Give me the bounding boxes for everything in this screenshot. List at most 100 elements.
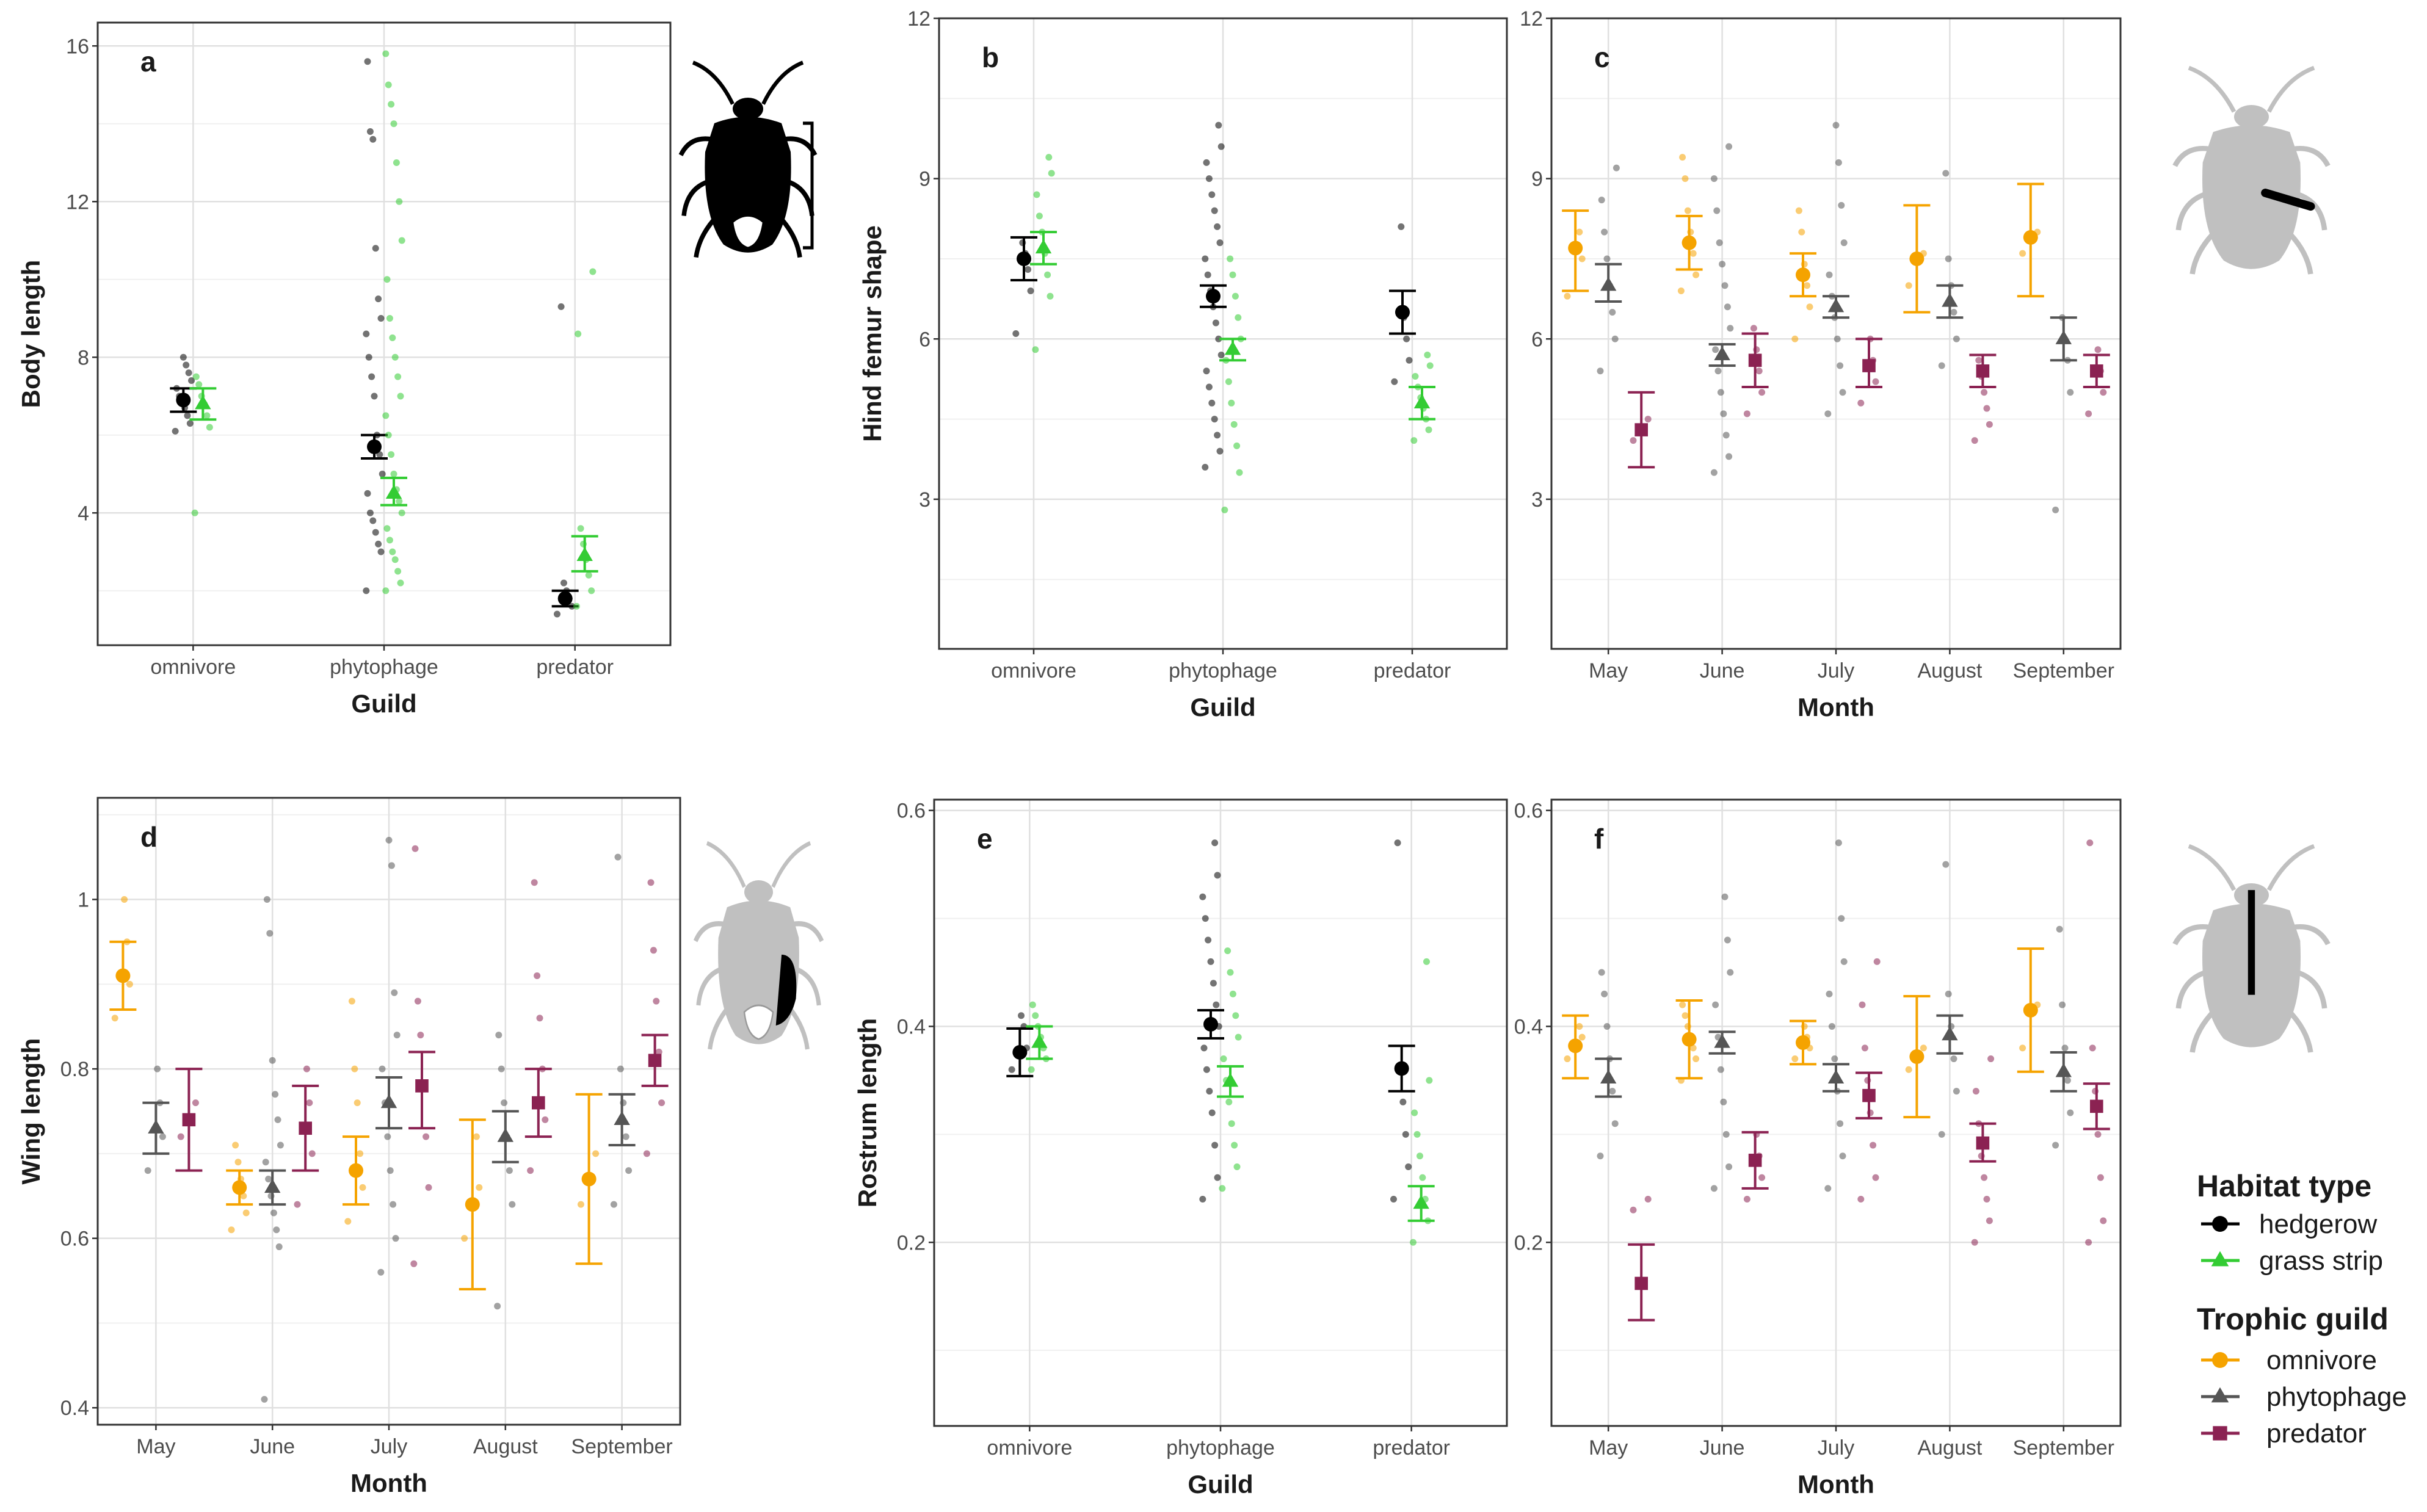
data-point — [308, 1150, 316, 1157]
legend-item-label: grass strip — [2259, 1246, 2383, 1276]
data-point — [348, 997, 355, 1005]
data-point — [1227, 969, 1234, 976]
data-point — [1857, 399, 1865, 407]
data-point — [1409, 1239, 1417, 1246]
mean-marker — [1568, 241, 1583, 256]
data-point — [1971, 1239, 1978, 1246]
data-point — [2019, 250, 2026, 257]
series-phytophage — [1595, 121, 2077, 513]
data-point — [1225, 378, 1232, 385]
data-point — [1217, 143, 1225, 150]
data-point — [534, 972, 541, 979]
data-point — [388, 862, 395, 869]
data-point — [172, 427, 179, 435]
x-axis-title: Month — [350, 1469, 427, 1497]
mean-marker — [614, 1111, 630, 1126]
data-point — [266, 930, 274, 937]
mean-marker — [1714, 346, 1730, 361]
data-point — [1235, 1033, 1242, 1041]
data-point — [1953, 1088, 1960, 1095]
series-hedgerow — [1010, 121, 1416, 471]
data-point — [180, 353, 187, 361]
data-point — [1725, 453, 1733, 460]
data-point — [1205, 936, 1212, 944]
data-point — [622, 1133, 629, 1140]
data-point — [1806, 303, 1813, 311]
data-point — [1045, 154, 1053, 161]
data-point — [1220, 1055, 1227, 1063]
series-grass-strip — [1030, 154, 1435, 513]
data-point — [2089, 1044, 2096, 1052]
data-point — [1681, 175, 1689, 183]
data-point — [1403, 335, 1410, 342]
y-tick-label: 12 — [907, 7, 931, 31]
data-point — [1755, 367, 1763, 375]
data-point — [1210, 980, 1217, 987]
data-point — [1981, 1174, 1988, 1181]
x-tick-label: omnivore — [991, 659, 1076, 682]
data-point — [1203, 159, 1210, 166]
mean-marker — [1395, 305, 1410, 320]
data-point — [1410, 437, 1418, 444]
data-point — [1986, 421, 1993, 428]
mean-marker — [2055, 1063, 2072, 1077]
data-point — [2100, 389, 2107, 396]
mean-marker — [1224, 341, 1241, 355]
data-point — [1214, 1174, 1221, 1181]
x-tick-label: September — [2013, 659, 2114, 682]
data-point — [121, 896, 128, 903]
legend-key-marker — [2211, 1251, 2229, 1267]
data-point — [390, 471, 397, 477]
mean-marker — [1942, 1026, 1958, 1041]
data-point — [242, 1209, 250, 1217]
y-tick-label: 3 — [919, 488, 931, 512]
data-point — [159, 1133, 166, 1140]
data-point — [542, 1116, 549, 1123]
data-point — [2064, 1077, 2071, 1084]
data-point — [617, 1065, 624, 1073]
data-point — [1216, 239, 1224, 247]
data-point — [270, 1209, 277, 1217]
data-point — [398, 237, 405, 244]
antennae — [692, 60, 804, 105]
mean-marker — [349, 1163, 363, 1178]
mean-marker — [1862, 359, 1876, 372]
x-tick-label: phytophage — [1169, 659, 1277, 682]
data-point — [1391, 378, 1398, 385]
data-point — [1231, 1141, 1238, 1149]
data-point — [1405, 1163, 1412, 1170]
mean-marker — [1827, 1069, 1845, 1084]
data-point — [2059, 1001, 2066, 1008]
mean-marker — [1206, 289, 1221, 304]
y-tick-label: 12 — [1520, 7, 1543, 31]
data-point — [364, 490, 371, 497]
legend-title: Habitat type — [2197, 1169, 2371, 1203]
data-point — [1872, 378, 1879, 385]
data-point — [1692, 271, 1700, 278]
data-point — [365, 353, 372, 361]
data-point — [412, 845, 419, 852]
data-point — [111, 1015, 118, 1022]
legend-item-label: omnivore — [2266, 1345, 2377, 1375]
data-point — [1564, 1055, 1571, 1063]
data-point — [573, 602, 580, 610]
mean-marker — [148, 1120, 164, 1134]
data-point — [476, 1184, 483, 1191]
x-tick-label: September — [571, 1435, 672, 1458]
data-point — [1720, 1098, 1727, 1105]
data-point — [265, 1176, 272, 1183]
legend: Habitat type hedgerow grass strip Trophic g… — [2197, 1169, 2407, 1449]
data-point — [1601, 990, 1608, 997]
data-point — [1831, 1055, 1838, 1063]
x-tick-label: phytophage — [1166, 1436, 1275, 1460]
data-point — [1725, 1163, 1733, 1170]
data-point — [1205, 383, 1213, 391]
data-point — [1233, 1163, 1241, 1170]
mean-marker — [1681, 1032, 1697, 1047]
femur-highlight — [2261, 189, 2315, 211]
data-point — [1644, 416, 1652, 423]
data-point — [1423, 958, 1430, 965]
panel-border — [96, 21, 672, 646]
data-point — [1721, 282, 1729, 289]
